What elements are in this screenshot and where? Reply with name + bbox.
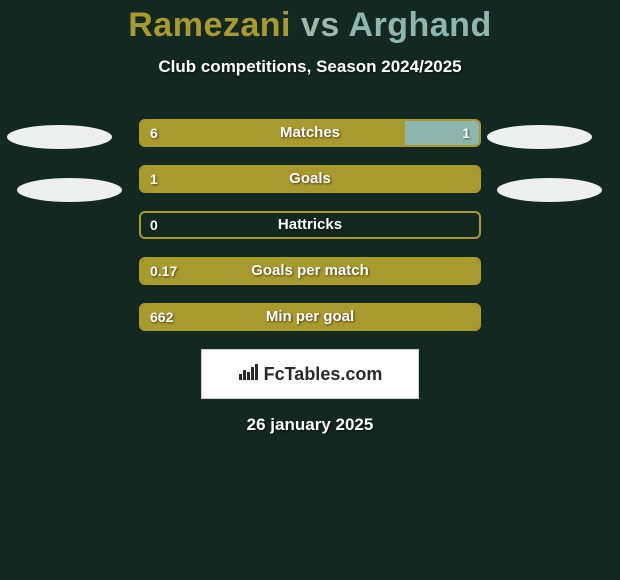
bar-track — [139, 165, 481, 193]
bar-track — [139, 119, 481, 147]
bar-left — [141, 121, 405, 145]
stat-row: Min per goal662 — [0, 303, 620, 331]
title-player1: Ramezani — [128, 6, 291, 44]
value-left: 6 — [150, 119, 158, 147]
value-left: 0 — [150, 211, 158, 239]
logo-text: FcTables.com — [264, 364, 383, 385]
bar-left — [141, 259, 479, 283]
date-label: 26 january 2025 — [0, 415, 620, 435]
value-left: 0.17 — [150, 257, 177, 285]
bar-track — [139, 211, 481, 239]
bar-chart-icon — [238, 363, 260, 386]
bar-left — [141, 167, 479, 191]
logo-box: FcTables.com — [201, 349, 419, 399]
title-player2: Arghand — [348, 6, 491, 44]
subtitle: Club competitions, Season 2024/2025 — [0, 57, 620, 77]
value-right: 1 — [462, 119, 470, 147]
page-title: Ramezani vs Arghand — [0, 0, 620, 45]
stat-row: Goals1 — [0, 165, 620, 193]
stat-row: Matches61 — [0, 119, 620, 147]
comparison-chart: Matches61Goals1Hattricks0Goals per match… — [0, 119, 620, 331]
stat-row: Hattricks0 — [0, 211, 620, 239]
value-left: 1 — [150, 165, 158, 193]
bar-left — [141, 305, 479, 329]
stat-row: Goals per match0.17 — [0, 257, 620, 285]
value-left: 662 — [150, 303, 173, 331]
title-vs: vs — [301, 6, 340, 44]
bar-track — [139, 303, 481, 331]
bar-track — [139, 257, 481, 285]
